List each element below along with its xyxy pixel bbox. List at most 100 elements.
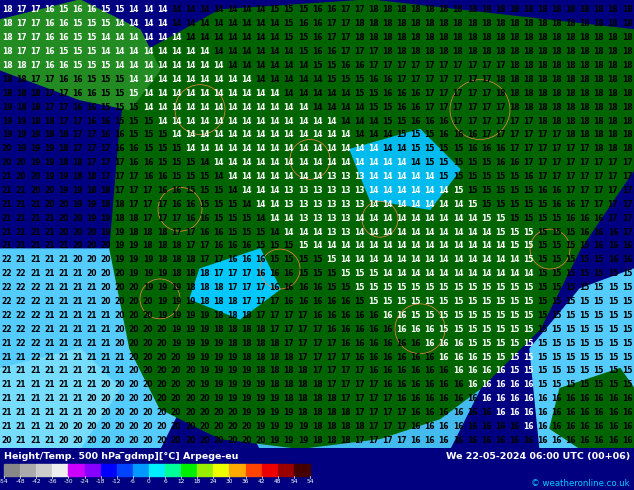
Text: 15: 15 bbox=[312, 61, 322, 70]
Text: 21: 21 bbox=[72, 408, 82, 417]
Text: 18: 18 bbox=[2, 61, 12, 70]
Text: 17: 17 bbox=[382, 394, 393, 403]
Text: 20: 20 bbox=[115, 339, 125, 348]
Text: 20: 20 bbox=[143, 311, 153, 320]
Text: 19: 19 bbox=[115, 228, 125, 237]
Text: 19: 19 bbox=[16, 117, 27, 125]
Text: 16: 16 bbox=[622, 255, 632, 265]
Text: 17: 17 bbox=[551, 145, 562, 153]
Text: 19: 19 bbox=[213, 339, 224, 348]
Text: 14: 14 bbox=[227, 89, 238, 98]
Text: 17: 17 bbox=[368, 436, 378, 445]
Text: 16: 16 bbox=[129, 145, 139, 153]
Text: 14: 14 bbox=[129, 75, 139, 84]
Text: 15: 15 bbox=[453, 297, 463, 306]
Text: 14: 14 bbox=[297, 61, 308, 70]
Text: 18: 18 bbox=[2, 89, 12, 98]
Text: 14: 14 bbox=[453, 214, 463, 223]
Text: 16: 16 bbox=[340, 325, 351, 334]
Text: 18: 18 bbox=[523, 89, 534, 98]
Text: 22: 22 bbox=[2, 255, 12, 265]
Text: 16: 16 bbox=[256, 270, 266, 278]
Text: 15: 15 bbox=[593, 367, 604, 375]
Text: 6: 6 bbox=[163, 479, 167, 484]
Text: 14: 14 bbox=[143, 89, 153, 98]
Text: 14: 14 bbox=[213, 130, 224, 140]
Text: 16: 16 bbox=[593, 242, 604, 250]
Text: 14: 14 bbox=[269, 61, 280, 70]
Text: 15: 15 bbox=[283, 19, 294, 28]
Text: 20: 20 bbox=[72, 422, 82, 431]
Text: 15: 15 bbox=[129, 130, 139, 140]
Text: 21: 21 bbox=[16, 242, 27, 250]
Polygon shape bbox=[350, 129, 460, 209]
Text: 19: 19 bbox=[283, 436, 294, 445]
Text: 16: 16 bbox=[425, 436, 435, 445]
Text: 21: 21 bbox=[44, 214, 55, 223]
Text: 16: 16 bbox=[439, 117, 449, 125]
Text: -24: -24 bbox=[80, 479, 89, 484]
Text: 16: 16 bbox=[495, 145, 505, 153]
Text: 14: 14 bbox=[354, 145, 365, 153]
Text: 16: 16 bbox=[453, 130, 463, 140]
Text: 19: 19 bbox=[44, 158, 55, 167]
Text: 21: 21 bbox=[72, 297, 82, 306]
Text: 14: 14 bbox=[425, 242, 435, 250]
Text: 18: 18 bbox=[241, 325, 252, 334]
Text: 14: 14 bbox=[467, 242, 477, 250]
Text: 17: 17 bbox=[256, 311, 266, 320]
Text: 15: 15 bbox=[283, 33, 294, 42]
Text: 15: 15 bbox=[143, 130, 153, 140]
Text: 15: 15 bbox=[552, 380, 562, 390]
Text: 14: 14 bbox=[129, 5, 139, 15]
Text: 18: 18 bbox=[227, 297, 238, 306]
Text: -54: -54 bbox=[0, 479, 9, 484]
Text: 21: 21 bbox=[16, 422, 27, 431]
Text: 15: 15 bbox=[608, 353, 618, 362]
Text: 19: 19 bbox=[283, 422, 294, 431]
Text: 17: 17 bbox=[354, 367, 365, 375]
Text: 14: 14 bbox=[199, 117, 209, 125]
Text: 18: 18 bbox=[283, 367, 294, 375]
Text: 18: 18 bbox=[453, 5, 463, 15]
Text: 14: 14 bbox=[481, 228, 491, 237]
Text: 19: 19 bbox=[269, 422, 280, 431]
Text: 18: 18 bbox=[523, 75, 534, 84]
Text: 16: 16 bbox=[552, 394, 562, 403]
Text: 14: 14 bbox=[185, 75, 195, 84]
Text: 16: 16 bbox=[396, 325, 407, 334]
Text: 17: 17 bbox=[326, 33, 337, 42]
Text: 16: 16 bbox=[396, 311, 407, 320]
Text: 21: 21 bbox=[44, 242, 55, 250]
Text: 18: 18 bbox=[185, 283, 195, 292]
Text: 18: 18 bbox=[593, 75, 604, 84]
Text: 14: 14 bbox=[396, 145, 407, 153]
Text: 14: 14 bbox=[283, 61, 294, 70]
Text: 18: 18 bbox=[467, 5, 477, 15]
Text: 16: 16 bbox=[622, 242, 632, 250]
Text: 18: 18 bbox=[72, 158, 83, 167]
Text: 21: 21 bbox=[30, 367, 41, 375]
Text: 20: 20 bbox=[100, 380, 111, 390]
Text: 17: 17 bbox=[523, 145, 534, 153]
Text: 13: 13 bbox=[340, 200, 351, 209]
Text: -36: -36 bbox=[48, 479, 57, 484]
Text: 20: 20 bbox=[2, 145, 12, 153]
Text: 15: 15 bbox=[467, 339, 477, 348]
Text: 16: 16 bbox=[326, 311, 337, 320]
Text: 16: 16 bbox=[312, 47, 322, 56]
Text: 15: 15 bbox=[481, 186, 491, 195]
Text: 15: 15 bbox=[283, 242, 294, 250]
Text: 13: 13 bbox=[354, 172, 365, 181]
Text: 19: 19 bbox=[2, 130, 12, 140]
Text: 15: 15 bbox=[453, 325, 463, 334]
Text: 15: 15 bbox=[481, 200, 491, 209]
Text: 21: 21 bbox=[100, 367, 111, 375]
Text: 17: 17 bbox=[622, 186, 632, 195]
Text: 36: 36 bbox=[242, 479, 249, 484]
Text: 15: 15 bbox=[552, 297, 562, 306]
Text: 18: 18 bbox=[551, 33, 562, 42]
Text: 15: 15 bbox=[242, 214, 252, 223]
Text: 16: 16 bbox=[566, 394, 576, 403]
Text: 16: 16 bbox=[396, 89, 407, 98]
